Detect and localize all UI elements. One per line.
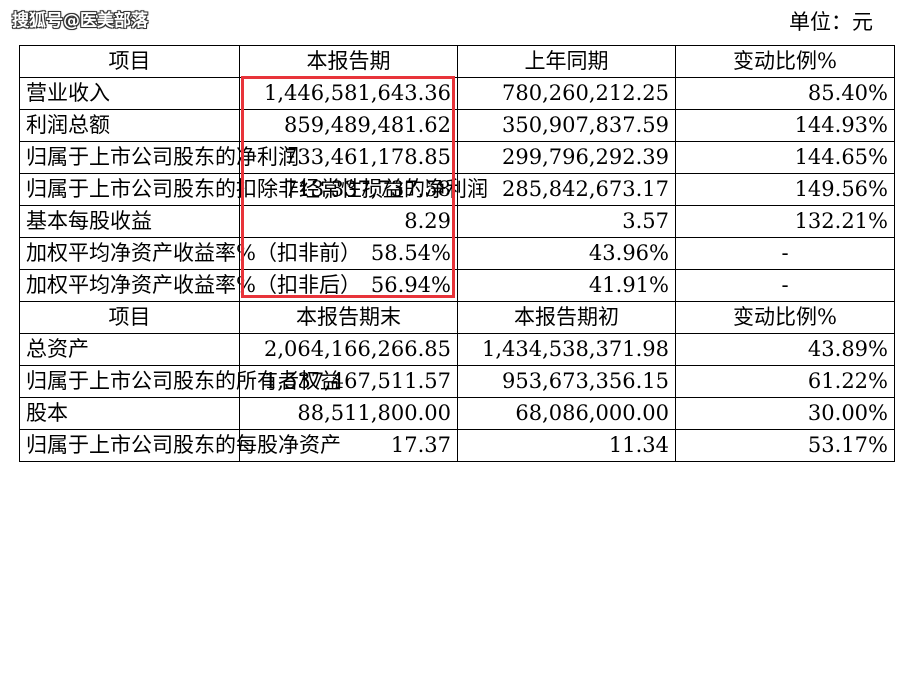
cell-current: 1,537,467,511.57 — [239, 365, 458, 398]
header-item: 项目 — [19, 301, 240, 334]
header-current-period: 本报告期 — [239, 45, 458, 78]
table-row: 加权平均净资产收益率%（扣非后） 56.94% 41.91% - — [19, 269, 895, 302]
cell-change: 30.00% — [675, 397, 895, 430]
table-row: 总资产 2,064,166,266.85 1,434,538,371.98 43… — [19, 333, 895, 366]
cell-current: 17.37 — [239, 429, 458, 462]
table-header-row: 项目 本报告期 上年同期 变动比例% — [19, 45, 895, 78]
cell-change: 61.22% — [675, 365, 895, 398]
cell-current: 8.29 — [239, 205, 458, 238]
table-row: 归属于上市公司股东的扣除非经常性损益的净利润 713,337,737.58 28… — [19, 173, 895, 206]
table-row: 利润总额 859,489,481.62 350,907,837.59 144.9… — [19, 109, 895, 142]
row-label: 基本每股收益 — [19, 205, 240, 238]
cell-previous: 350,907,837.59 — [457, 109, 676, 142]
cell-change: 144.93% — [675, 109, 895, 142]
cell-change: 144.65% — [675, 141, 895, 174]
cell-change: 43.89% — [675, 333, 895, 366]
cell-current: 733,461,178.85 — [239, 141, 458, 174]
header-change-ratio: 变动比例% — [675, 301, 895, 334]
row-label: 总资产 — [19, 333, 240, 366]
cell-previous: 1,434,538,371.98 — [457, 333, 676, 366]
financial-table: 项目 本报告期 上年同期 变动比例% 营业收入 1,446,581,643.36… — [19, 45, 895, 462]
header-change-ratio: 变动比例% — [675, 45, 895, 78]
cell-previous: 68,086,000.00 — [457, 397, 676, 430]
header-previous-period: 上年同期 — [457, 45, 676, 78]
cell-change: 132.21% — [675, 205, 895, 238]
row-label: 股本 — [19, 397, 240, 430]
row-label: 归属于上市公司股东的净利润 — [19, 141, 299, 174]
cell-previous: 285,842,673.17 — [457, 173, 676, 206]
cell-current: 859,489,481.62 — [239, 109, 458, 142]
table-row: 归属于上市公司股东的净利润 733,461,178.85 299,796,292… — [19, 141, 895, 174]
unit-label: 单位：元 — [789, 10, 873, 34]
row-label: 归属于上市公司股东的扣除非经常性损益的净利润 — [19, 173, 488, 206]
cell-current: 1,446,581,643.36 — [239, 77, 458, 110]
cell-change: 149.56% — [675, 173, 895, 206]
cell-current: 58.54% — [239, 237, 458, 270]
table-row: 营业收入 1,446,581,643.36 780,260,212.25 85.… — [19, 77, 895, 110]
cell-change: - — [675, 237, 895, 270]
table-row: 加权平均净资产收益率%（扣非前） 58.54% 43.96% - — [19, 237, 895, 270]
cell-previous: 41.91% — [457, 269, 676, 302]
row-label: 营业收入 — [19, 77, 240, 110]
cell-current: 2,064,166,266.85 — [239, 333, 458, 366]
row-label: 加权平均净资产收益率%（扣非后） — [19, 269, 361, 302]
table-row: 归属于上市公司股东的所有者权益 1,537,467,511.57 953,673… — [19, 365, 895, 398]
cell-change: 85.40% — [675, 77, 895, 110]
row-label: 归属于上市公司股东的每股净资产 — [19, 429, 341, 462]
table-row: 归属于上市公司股东的每股净资产 17.37 11.34 53.17% — [19, 429, 895, 462]
cell-change: - — [675, 269, 895, 302]
cell-change: 53.17% — [675, 429, 895, 462]
cell-previous: 953,673,356.15 — [457, 365, 676, 398]
table-row: 股本 88,511,800.00 68,086,000.00 30.00% — [19, 397, 895, 430]
watermark: 搜狐号@医美部落 — [12, 11, 148, 31]
cell-previous: 780,260,212.25 — [457, 77, 676, 110]
header-period-start: 本报告期初 — [457, 301, 676, 334]
cell-previous: 43.96% — [457, 237, 676, 270]
cell-previous: 11.34 — [457, 429, 676, 462]
header-period-end: 本报告期末 — [239, 301, 458, 334]
cell-current: 88,511,800.00 — [239, 397, 458, 430]
row-label: 归属于上市公司股东的所有者权益 — [19, 365, 341, 398]
cell-previous: 3.57 — [457, 205, 676, 238]
row-label: 加权平均净资产收益率%（扣非前） — [19, 237, 361, 270]
table-header-row: 项目 本报告期末 本报告期初 变动比例% — [19, 301, 895, 334]
cell-current: 713,337,737.58 — [239, 173, 458, 206]
row-label: 利润总额 — [19, 109, 240, 142]
cell-previous: 299,796,292.39 — [457, 141, 676, 174]
header-item: 项目 — [19, 45, 240, 78]
table-row: 基本每股收益 8.29 3.57 132.21% — [19, 205, 895, 238]
